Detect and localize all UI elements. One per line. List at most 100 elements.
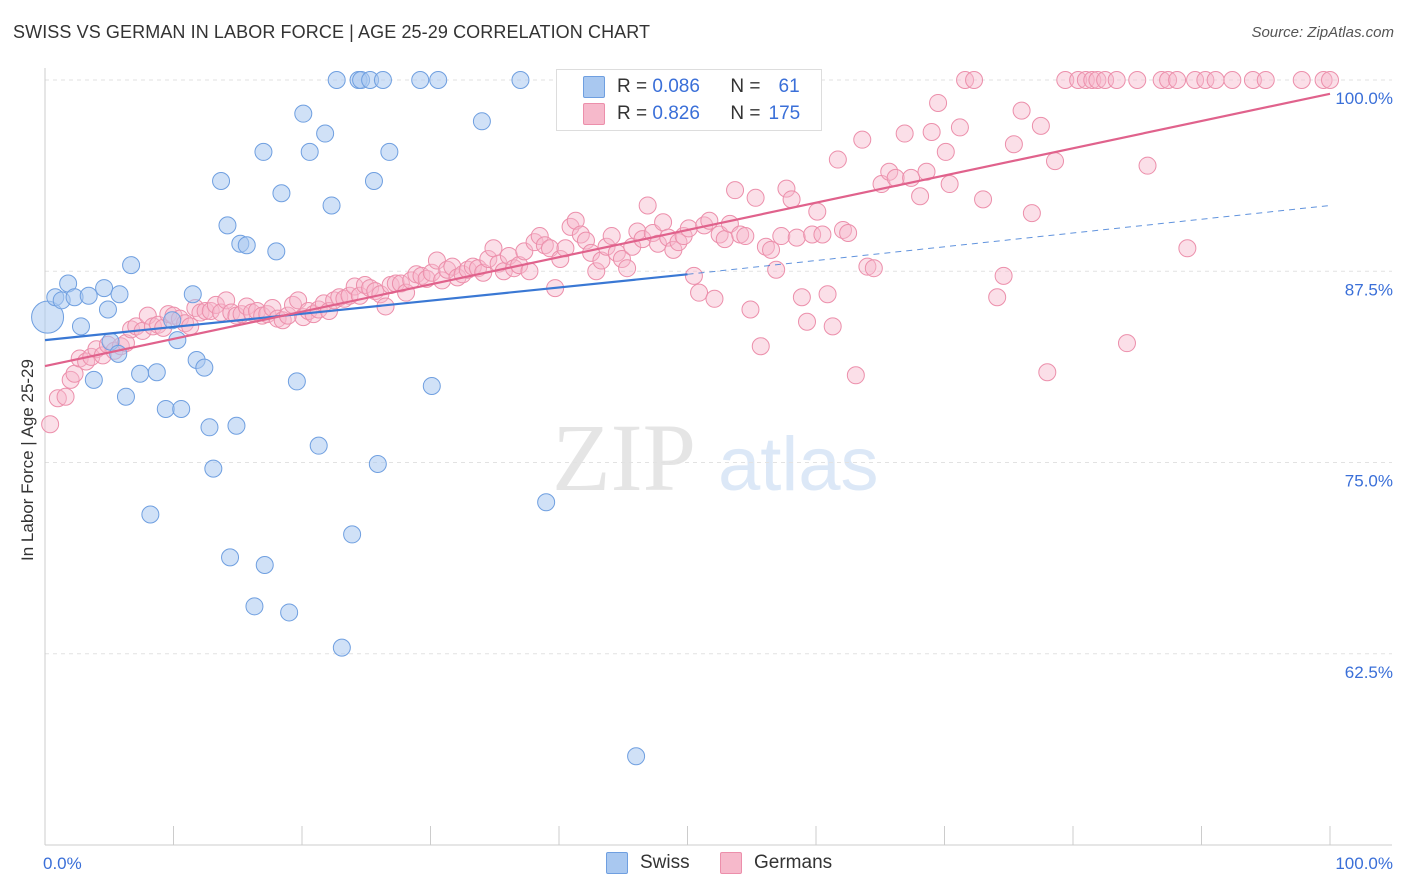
germans-point (808, 202, 827, 221)
germans-point (767, 260, 786, 279)
swiss-point (141, 505, 160, 524)
germans-point (1056, 71, 1075, 89)
y-tick-label: 87.5% (1345, 280, 1393, 299)
swiss-legend-label: Swiss (640, 852, 690, 873)
swiss-point (95, 279, 114, 298)
swiss-point (79, 286, 98, 305)
germans-point (479, 250, 498, 269)
swiss-point (300, 142, 319, 161)
germans-point (746, 188, 765, 207)
swiss-point (343, 525, 362, 544)
germans-point (41, 415, 60, 434)
swiss-point (255, 556, 274, 575)
germans-point (751, 337, 770, 356)
germans-point (138, 306, 157, 325)
swiss-point (245, 597, 264, 616)
legend-row-swiss: R = 0.086 N = 61 (583, 75, 800, 99)
swiss-point (411, 71, 430, 89)
germans-point (1186, 71, 1205, 89)
germans-point (237, 297, 256, 316)
swiss-point (332, 638, 351, 657)
germans-point (1046, 152, 1065, 171)
germans-point (726, 181, 745, 200)
germans-point (690, 283, 709, 302)
germans-point (1138, 156, 1157, 175)
y-tick-label: 62.5% (1345, 663, 1393, 682)
germans-point (592, 251, 611, 270)
swiss-point (368, 455, 387, 474)
germans-r-label: R = (617, 103, 648, 124)
germans-point (1256, 71, 1275, 89)
swiss-point (110, 285, 129, 304)
germans-point (561, 217, 580, 236)
germans-series (41, 71, 1339, 434)
chart-title: SWISS VS GERMAN IN LABOR FORCE | AGE 25-… (13, 22, 651, 42)
swiss-point (147, 363, 166, 382)
watermark-zip: ZIP (552, 404, 696, 511)
swiss-point (280, 603, 299, 622)
swiss-point (316, 124, 335, 143)
germans-point (792, 288, 811, 307)
swiss-point (254, 142, 273, 161)
germans-point (638, 196, 657, 215)
swiss-trend-line (44, 273, 688, 342)
germans-point (756, 237, 775, 256)
swiss-series (31, 71, 646, 766)
germans-point (705, 289, 724, 308)
germans-trend-line (44, 92, 1331, 368)
swiss-point (172, 399, 191, 418)
germans-point (772, 227, 791, 246)
germans-point (858, 257, 877, 276)
swiss-point (380, 142, 399, 161)
y-tick-label: 100.0% (1335, 89, 1393, 108)
chart-source: Source: ZipAtlas.com (1251, 24, 1394, 41)
x-tick-label-end: 100.0% (1335, 854, 1393, 873)
germans-point (853, 130, 872, 149)
germans-point (803, 225, 822, 244)
swiss-point (218, 216, 237, 235)
germans-point (762, 240, 781, 259)
germans-point (787, 228, 806, 247)
germans-n-label: N = (730, 103, 761, 124)
swiss-point (309, 436, 328, 455)
germans-point (828, 150, 847, 169)
swiss-point (156, 399, 175, 418)
germans-point (1178, 239, 1197, 258)
swiss-point (272, 184, 291, 203)
germans-point (974, 190, 993, 209)
germans-point (895, 124, 914, 143)
germans-point (1292, 71, 1311, 89)
germans-point (1168, 71, 1187, 89)
swiss-point (131, 364, 150, 383)
germans-point (654, 213, 673, 232)
germans-point (782, 190, 801, 209)
germans-point (715, 230, 734, 249)
germans-point (1206, 71, 1225, 89)
germans-point (1107, 71, 1126, 89)
swiss-point (84, 370, 103, 389)
swiss-n-label: N = (730, 76, 761, 97)
germans-point (1243, 71, 1262, 89)
germans-point (1012, 101, 1031, 120)
germans-point (1088, 71, 1107, 89)
grid-lines (45, 79, 1392, 655)
swiss-point (327, 71, 346, 89)
germans-point (1069, 71, 1088, 89)
germans-point (818, 285, 837, 304)
legend-item-swiss[interactable]: Swiss (606, 852, 690, 874)
x-tick-label-start: 0.0% (43, 854, 82, 873)
swiss-point (200, 418, 219, 437)
legend-item-germans[interactable]: Germans (720, 852, 832, 874)
germans-point (1196, 71, 1215, 89)
germans-point (823, 317, 842, 336)
germans-point (1031, 116, 1050, 135)
swiss-point (322, 196, 341, 215)
germans-legend-swatch (720, 852, 742, 874)
swiss-swatch (583, 76, 605, 98)
swiss-point (221, 548, 240, 567)
y-tick-label: 75.0% (1345, 472, 1393, 491)
swiss-point (116, 387, 135, 406)
germans-point (1128, 71, 1147, 89)
germans-point (1083, 71, 1102, 89)
swiss-point (227, 416, 246, 435)
